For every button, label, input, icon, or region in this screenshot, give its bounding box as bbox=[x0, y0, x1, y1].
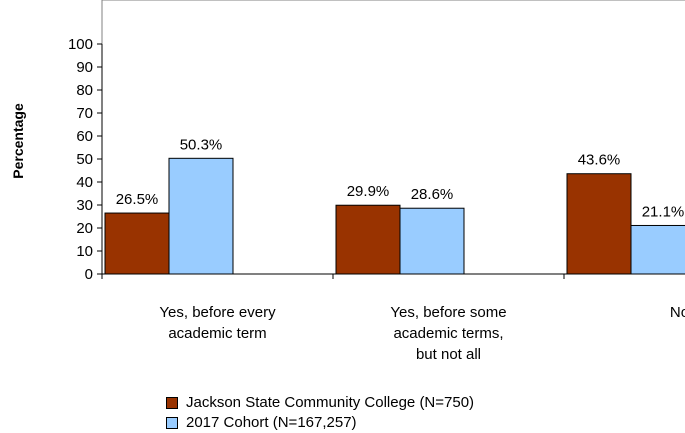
bar bbox=[335, 204, 401, 275]
x-category-label: Yes, before some bbox=[390, 304, 506, 321]
y-axis: 0 10 20 30 40 50 60 70 80 90 100 bbox=[68, 36, 103, 283]
x-category-label: No bbox=[670, 304, 685, 321]
data-label: 50.3% bbox=[180, 136, 223, 153]
y-tick-label: 40 bbox=[76, 174, 93, 191]
bar bbox=[566, 173, 632, 275]
bar bbox=[104, 212, 170, 275]
legend-item-series-1: Jackson State Community College (N=750) bbox=[166, 393, 474, 413]
x-axis: Yes, before every academic term Yes, befor… bbox=[101, 273, 685, 363]
legend-item-series-2: 2017 Cohort (N=167,257) bbox=[166, 413, 474, 433]
y-tick-label: 30 bbox=[76, 197, 93, 214]
y-axis-label: Percentage bbox=[10, 103, 26, 179]
y-tick-label: 50 bbox=[76, 151, 93, 168]
data-label: 29.9% bbox=[347, 183, 390, 200]
data-label: 28.6% bbox=[411, 186, 454, 203]
y-tick-label: 70 bbox=[76, 105, 93, 122]
x-category-label: but not all bbox=[416, 346, 481, 363]
y-tick-label: 0 bbox=[85, 266, 93, 283]
bar bbox=[630, 224, 685, 275]
y-tick-label: 60 bbox=[76, 128, 93, 145]
x-category-label: academic term bbox=[168, 325, 266, 342]
bar bbox=[399, 207, 465, 275]
data-label: 21.1% bbox=[642, 203, 685, 220]
legend-label-series-2: 2017 Cohort (N=167,257) bbox=[186, 414, 357, 431]
legend-swatch-series-1 bbox=[166, 397, 178, 409]
y-tick-label: 80 bbox=[76, 82, 93, 99]
y-tick-label: 90 bbox=[76, 59, 93, 76]
legend: Jackson State Community College (N=750) … bbox=[166, 393, 474, 433]
x-category-label: Yes, before every bbox=[159, 304, 276, 321]
y-tick-label: 100 bbox=[68, 36, 93, 53]
bar bbox=[168, 157, 234, 275]
x-category-label: academic terms, bbox=[393, 325, 503, 342]
y-tick-label: 10 bbox=[76, 243, 93, 260]
y-tick-label: 20 bbox=[76, 220, 93, 237]
data-label: 43.6% bbox=[578, 152, 621, 169]
legend-swatch-series-2 bbox=[166, 417, 178, 429]
data-label: 26.5% bbox=[116, 191, 159, 208]
bars: 26.5% 29.9% 43.6% 50.3% 28.6% 21.1% bbox=[104, 136, 685, 275]
legend-label-series-1: Jackson State Community College (N=750) bbox=[186, 394, 475, 411]
